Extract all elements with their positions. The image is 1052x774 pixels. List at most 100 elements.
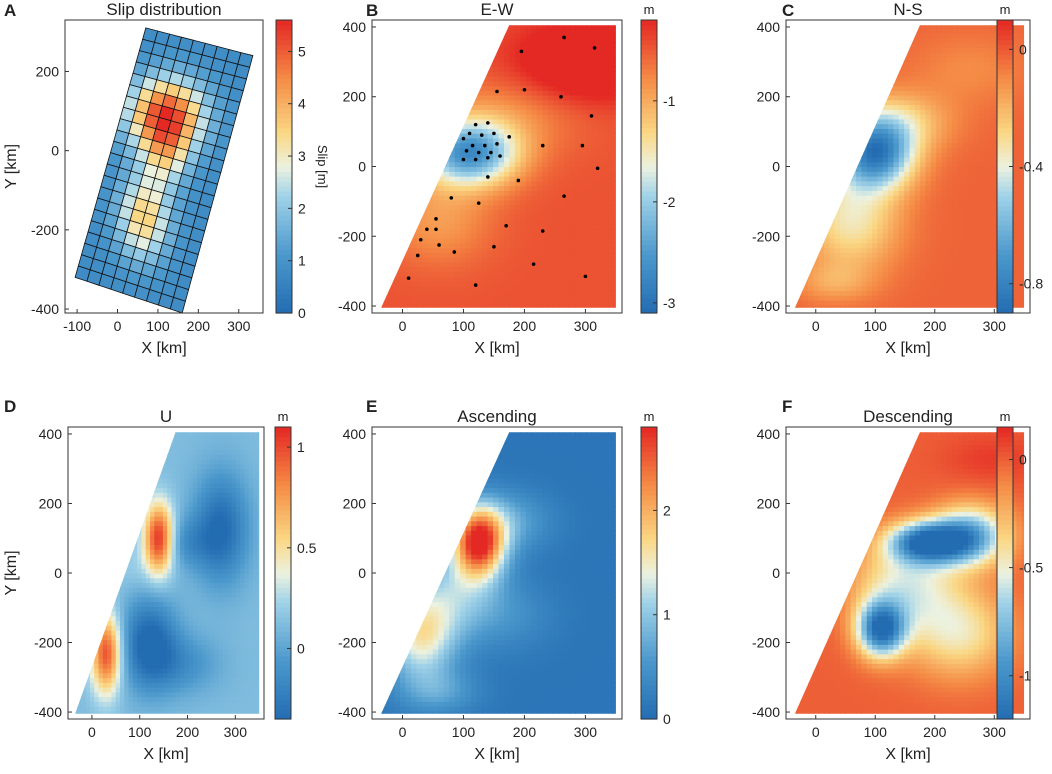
heatmap-cell	[438, 166, 445, 172]
heatmap-cell	[454, 37, 461, 44]
heatmap-cell	[602, 247, 609, 253]
heatmap-cell	[930, 280, 937, 287]
heatmap-cell	[925, 147, 932, 153]
heatmap-cell	[957, 276, 964, 282]
heatmap-cell	[888, 228, 895, 234]
heatmap-cell	[465, 171, 472, 177]
heatmap-cell	[936, 261, 943, 268]
heatmap-cell	[381, 233, 385, 239]
heatmap-cell	[381, 285, 385, 292]
heatmap-cell	[558, 114, 565, 120]
heatmap-cell	[608, 47, 615, 53]
heatmap-cell	[471, 114, 478, 120]
heatmap-cell	[531, 199, 538, 206]
heatmap-cell	[405, 80, 412, 87]
heatmap-cell	[410, 71, 418, 77]
heatmap-cell	[580, 276, 587, 282]
heatmap-cell	[794, 295, 798, 301]
heatmap-cell	[443, 33, 450, 39]
heatmap-cell	[520, 180, 527, 187]
heatmap-cell	[542, 104, 549, 110]
heatmap-cell	[909, 204, 916, 211]
heatmap-cell	[952, 276, 959, 282]
heatmap-cell	[509, 180, 516, 187]
heatmap-cell	[802, 71, 809, 77]
heatmap-cell	[936, 304, 943, 308]
heatmap-cell	[829, 228, 836, 234]
heatmap-cell	[569, 261, 576, 268]
heatmap-cell	[449, 176, 456, 182]
heatmap-cell	[946, 252, 953, 258]
heatmap-cell	[920, 133, 927, 139]
colorbar-segment	[276, 244, 292, 251]
heatmap-cell	[553, 94, 560, 101]
heatmap-cell	[936, 128, 943, 134]
colorbar-segment	[641, 117, 657, 124]
heatmap-cell	[946, 199, 953, 206]
heatmap-cell	[471, 128, 478, 134]
heatmap-cell	[536, 228, 543, 234]
heatmap-cell	[399, 80, 407, 87]
heatmap-cell	[399, 61, 407, 67]
heatmap-cell	[840, 218, 846, 225]
heatmap-cell	[882, 123, 889, 129]
heatmap-cell	[454, 71, 461, 77]
heatmap-cell	[845, 147, 852, 153]
heatmap-cell	[487, 171, 494, 177]
heatmap-cell	[813, 109, 820, 115]
heatmap-cell	[405, 233, 412, 239]
heatmap-cell	[553, 37, 560, 44]
heatmap-cell	[818, 252, 825, 258]
heatmap-cell	[952, 133, 959, 139]
heatmap-cell	[802, 233, 809, 239]
heatmap-cell	[443, 61, 450, 67]
heatmap-cell	[498, 199, 505, 206]
heatmap-cell	[856, 242, 862, 249]
heatmap-cell	[394, 104, 401, 110]
heatmap-cell	[591, 290, 598, 296]
heatmap-cell	[410, 242, 418, 249]
heatmap-cell	[946, 161, 953, 168]
colorbar-segment	[276, 112, 292, 119]
heatmap-cell	[920, 56, 927, 63]
heatmap-cell	[946, 94, 953, 101]
heatmap-cell	[952, 233, 959, 239]
heatmap-cell	[514, 233, 522, 239]
heatmap-cell	[941, 28, 948, 34]
heatmap-cell	[476, 176, 483, 182]
heatmap-cell	[509, 80, 516, 87]
heatmap-cell	[504, 209, 511, 215]
heatmap-cell	[952, 285, 959, 292]
heatmap-cell	[802, 190, 809, 196]
heatmap-cell	[866, 195, 873, 201]
heatmap-cell	[454, 80, 461, 87]
heatmap-cell	[569, 195, 576, 201]
heatmap-cell	[531, 161, 538, 168]
heatmap-cell	[471, 85, 478, 91]
heatmap-cell	[946, 152, 953, 158]
heatmap-cell	[487, 33, 494, 39]
heatmap-cell	[564, 295, 571, 301]
heatmap-cell	[952, 290, 959, 296]
heatmap-cell	[564, 271, 571, 277]
x-tick-label: 100	[452, 318, 476, 334]
heatmap-cell	[410, 128, 418, 134]
heatmap-cell	[613, 94, 616, 101]
heatmap-cell	[952, 214, 959, 220]
heatmap-cell	[471, 299, 478, 306]
heatmap-cell	[941, 147, 948, 153]
heatmap-cell	[531, 66, 538, 72]
heatmap-cell	[514, 85, 522, 91]
heatmap-cell	[824, 137, 830, 144]
heatmap-cell	[856, 75, 862, 82]
heatmap-cell	[941, 295, 948, 301]
heatmap-cell	[824, 156, 830, 163]
heatmap-cell	[597, 171, 604, 177]
heatmap-cell	[802, 290, 809, 296]
heatmap-cell	[389, 214, 396, 220]
heatmap-cell	[383, 209, 390, 215]
heatmap-cell	[925, 214, 932, 220]
heatmap-cell	[608, 171, 615, 177]
colorbar-tick-label: 0	[298, 305, 306, 321]
colorbar-segment	[276, 308, 292, 314]
